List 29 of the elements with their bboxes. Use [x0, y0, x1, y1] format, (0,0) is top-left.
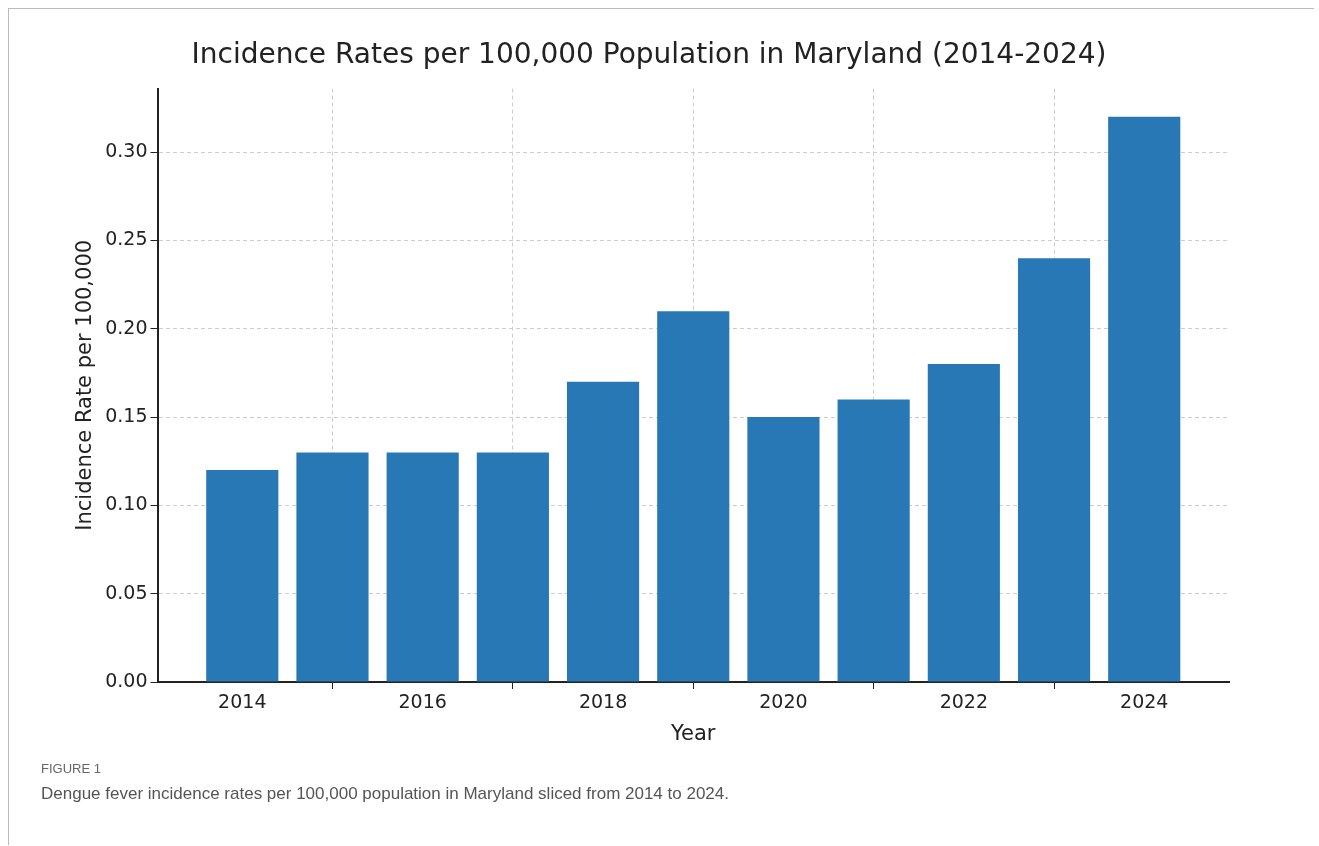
bar — [1017, 258, 1091, 682]
text: Dengue fever incidence rates per 100,000 population in Maryland sliced from 2014 to 2024. — [41, 784, 729, 804]
bar — [1108, 116, 1181, 682]
bar — [747, 417, 820, 682]
y-tick-label: 0.10 — [105, 492, 148, 515]
bar — [206, 470, 279, 682]
bar — [657, 311, 730, 682]
x-tick-label: 2020 — [759, 690, 808, 713]
x-axis-title: Year — [670, 720, 716, 745]
y-tick-label: 0.30 — [105, 139, 148, 162]
x-tick-label: 2014 — [218, 690, 267, 713]
x-tick-label: 2018 — [578, 690, 628, 713]
bar — [386, 452, 459, 682]
y-tick-label: 0.00 — [105, 668, 148, 691]
y-tick-label: 0.20 — [105, 315, 148, 338]
bar — [837, 399, 910, 682]
bar — [566, 381, 640, 682]
x-tick-label: 2022 — [939, 690, 989, 713]
x-tick-label: 2016 — [398, 690, 447, 713]
chart-title: Incidence Rates per 100,000 Population in Maryland (2014-2024) — [191, 37, 1107, 71]
x-tick-label: 2024 — [1120, 690, 1169, 713]
bar — [296, 452, 369, 682]
bar — [476, 452, 549, 682]
y-tick-label: 0.25 — [105, 227, 148, 250]
bar — [927, 364, 1000, 682]
y-tick-label: 0.05 — [105, 580, 148, 603]
y-axis-title: Incidence Rate per 100,000 — [72, 239, 97, 531]
caption: FIGURE 1 — [41, 761, 102, 776]
y-tick-label: 0.15 — [105, 404, 148, 427]
